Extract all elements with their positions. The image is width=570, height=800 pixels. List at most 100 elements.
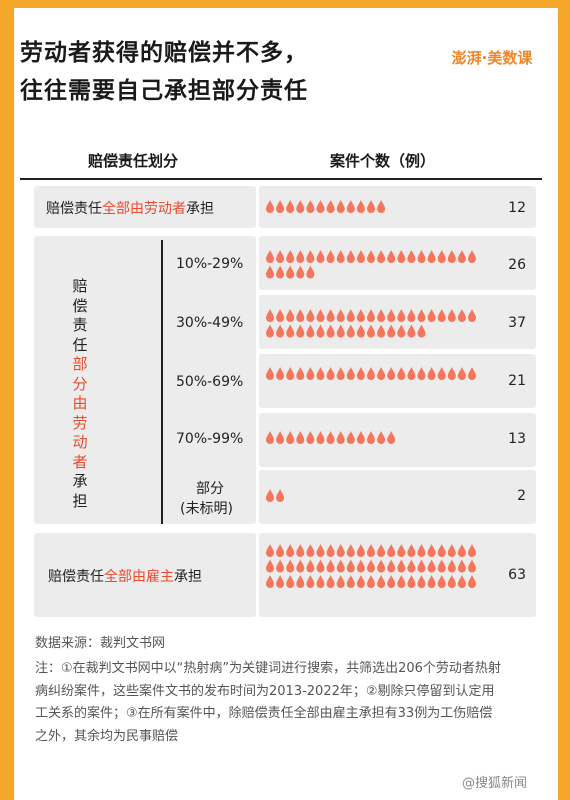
drop-mark (336, 200, 345, 213)
row-box-drops-30-49 (259, 295, 536, 349)
drop-mark (276, 575, 285, 588)
drop-mark (306, 250, 315, 263)
drop-mark (356, 309, 365, 322)
drop-mark (356, 250, 365, 263)
count-10-29: 26 (508, 257, 526, 273)
row-box-drops-all-worker (259, 186, 536, 228)
drop-mark (346, 575, 355, 588)
drop-mark (316, 367, 325, 380)
drop-mark (367, 559, 375, 573)
drop-mark (457, 559, 466, 573)
drops-all-employer (266, 544, 476, 588)
drop-mark (306, 265, 315, 279)
drop-mark (377, 200, 386, 213)
drop-mark (468, 367, 476, 380)
drop-mark (457, 250, 466, 263)
footnote: 注：①在裁判文书网中以“热射病”为关键词进行搜索，共筛选出206个劳动者热射病纠… (35, 661, 501, 744)
drop-mark (296, 309, 305, 322)
drop-mark (276, 431, 285, 444)
row-box-label-all-employer (34, 533, 256, 617)
drop-mark (276, 559, 285, 573)
drop-mark (387, 575, 396, 588)
count-50-69: 21 (508, 373, 526, 389)
drop-mark (367, 544, 375, 557)
title-line-2: 往往需要自己承担部分责任 (20, 78, 308, 104)
drop-mark (276, 200, 285, 213)
drop-mark (286, 200, 295, 213)
drop-mark (296, 575, 305, 588)
drop-mark (437, 309, 446, 322)
drop-mark (306, 324, 315, 338)
drop-mark (266, 559, 274, 573)
drop-mark (397, 309, 406, 322)
drop-mark (286, 309, 295, 322)
drop-mark (417, 544, 426, 557)
drop-mark (457, 575, 466, 588)
drop-mark (457, 544, 466, 557)
drop-mark (326, 575, 335, 588)
row-box-label-partial (34, 236, 256, 524)
brand-logo: 澎湃·美数课 (451, 48, 533, 67)
header-count: 案件个数（例） (330, 152, 436, 170)
row-label-all-worker: 赔偿责任全部由劳动者承担 (46, 201, 214, 217)
drop-mark (377, 324, 386, 338)
drop-mark (296, 544, 305, 557)
drop-mark (306, 431, 315, 444)
drop-mark (286, 250, 295, 263)
header-divider (20, 178, 542, 180)
sub-label-50-69: 50%-69% (176, 374, 244, 390)
drop-mark (367, 575, 375, 588)
watermark: @搜狐新闻 (462, 776, 528, 791)
drop-mark (387, 431, 396, 444)
drop-mark (407, 575, 416, 588)
drop-mark (346, 544, 355, 557)
drop-mark (447, 250, 456, 263)
drops-10-29 (266, 250, 476, 279)
drop-mark (367, 324, 375, 338)
drop-mark (407, 250, 416, 263)
drop-mark (336, 559, 345, 573)
drop-mark (316, 309, 325, 322)
drop-mark (427, 309, 436, 322)
drop-mark (266, 265, 274, 279)
drop-mark (296, 324, 305, 338)
drop-mark (326, 367, 335, 380)
title-line-1: 劳动者获得的赔偿并不多， (20, 40, 308, 66)
count-all-worker: 12 (508, 200, 526, 216)
drop-mark (356, 544, 365, 557)
drop-mark (407, 544, 416, 557)
sub-label-70-99: 70%-99% (176, 431, 244, 447)
drop-mark (326, 250, 335, 263)
drop-mark (296, 250, 305, 263)
drop-mark (447, 367, 456, 380)
drop-mark (266, 431, 274, 444)
page-title: 劳动者获得的赔偿并不多， 往往需要自己承担部分责任 (20, 34, 420, 110)
drop-mark (286, 265, 295, 279)
drop-mark (296, 200, 305, 213)
drop-mark (286, 324, 295, 338)
drop-mark (427, 544, 436, 557)
drop-mark (326, 324, 335, 338)
drop-mark (356, 324, 365, 338)
drop-mark (397, 575, 406, 588)
drop-mark (346, 309, 355, 322)
drop-mark (427, 559, 436, 573)
drop-mark (397, 544, 406, 557)
data-source: 数据来源：裁判文书网 (35, 636, 166, 651)
drop-mark (326, 544, 335, 557)
drop-mark (266, 200, 274, 213)
drop-mark (437, 559, 446, 573)
drop-mark (296, 431, 305, 444)
drop-mark (276, 544, 285, 557)
drop-mark (276, 250, 285, 263)
drop-mark (468, 544, 476, 557)
drop-mark (316, 250, 325, 263)
drop-mark (326, 309, 335, 322)
row-box-drops-all-employer (259, 533, 536, 617)
drops-50-69 (266, 367, 476, 380)
drop-mark (336, 431, 345, 444)
drop-mark (367, 431, 375, 444)
drop-mark (377, 431, 386, 444)
drop-mark (377, 544, 386, 557)
drop-mark (346, 250, 355, 263)
